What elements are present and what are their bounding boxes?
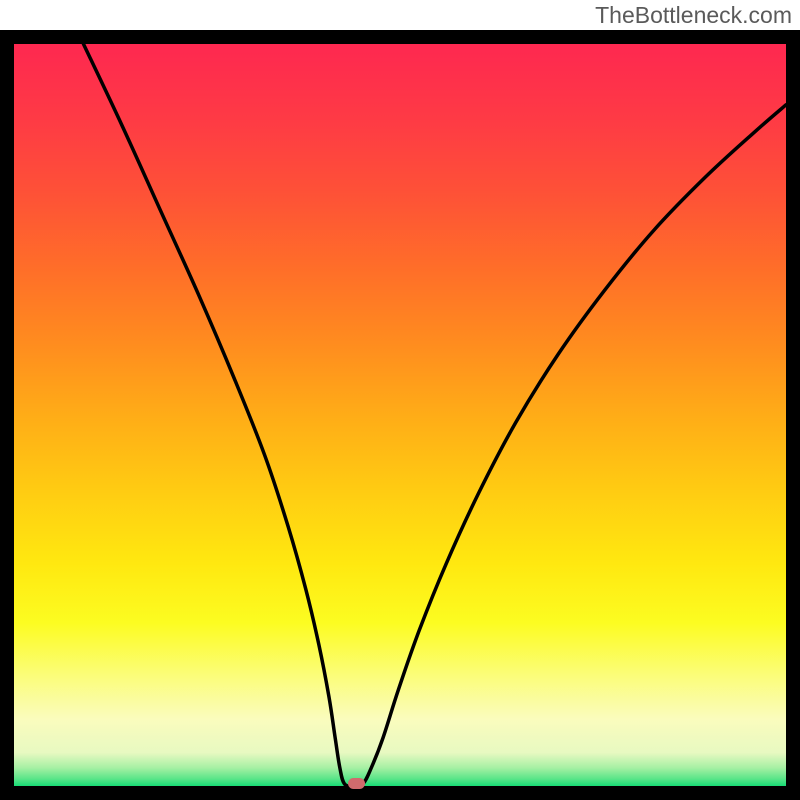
frame-border-bottom [0,786,800,800]
frame-border-top [0,30,800,44]
frame-border-right [786,30,800,800]
chart-container: TheBottleneck.com [0,0,800,800]
watermark-text: TheBottleneck.com [595,2,792,29]
bottleneck-curve [14,44,786,786]
frame-border-left [0,30,14,800]
optimal-point-marker [348,778,365,789]
